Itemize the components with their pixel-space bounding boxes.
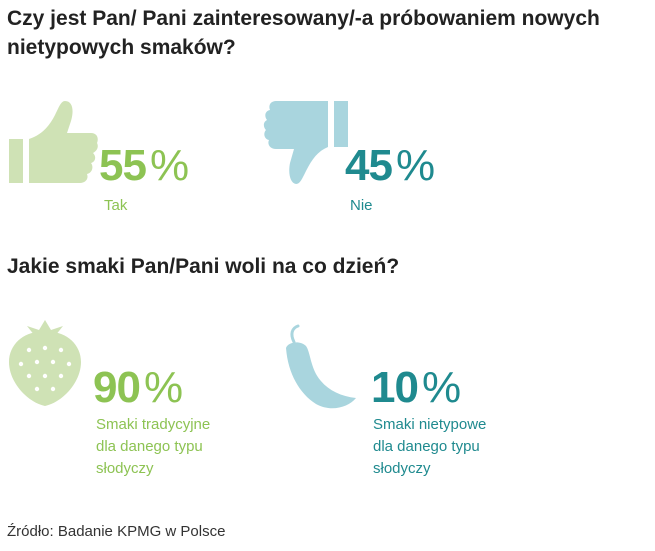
percentage: 90% [93,363,183,412]
percent-sign: % [149,141,189,190]
answer-label-line: Nie [350,197,373,214]
percentage: 45% [345,141,435,190]
percentage-value: 90 [93,363,141,412]
percent-sign: % [143,363,183,412]
percentage: 10% [371,363,461,412]
question-title: Czy jest Pan/ Pani zainteresowany/-a pró… [7,7,600,59]
percentage-value: 45 [345,141,393,190]
question-title: Jakie smaki Pan/Pani woli na co dzień? [7,255,400,278]
answer-label-line: dla danego typu [373,438,480,455]
answer-label: Smaki tradycyjne dla danego typu słodycz… [96,414,210,480]
answer-label-line: Tak [104,197,128,214]
answer-label: Nie [350,195,373,217]
percent-sign: % [395,141,435,190]
answer-label-line: słodyczy [373,460,431,477]
percentage-value: 10 [371,363,419,412]
strawberry-icon [9,320,81,406]
thumbs-up-icon [9,101,98,183]
answer-label-line: Smaki tradycyjne [96,416,211,433]
percentage: 55% [99,141,189,190]
percentage-value: 55 [99,141,147,190]
answer-label-line: słodyczy [96,460,154,477]
source-note: Źródło: Badanie KPMG w Polsce [7,523,226,540]
answer-label-line: Smaki nietypowe [373,416,487,433]
answer-label: Smaki nietypowe dla danego typu słodyczy [373,414,486,480]
answer-label-line: dla danego typu [96,438,203,455]
thumbs-down-icon [263,101,348,184]
answer-label: Tak [104,195,127,217]
chili-pepper-icon [286,324,356,409]
percent-sign: % [421,363,461,412]
